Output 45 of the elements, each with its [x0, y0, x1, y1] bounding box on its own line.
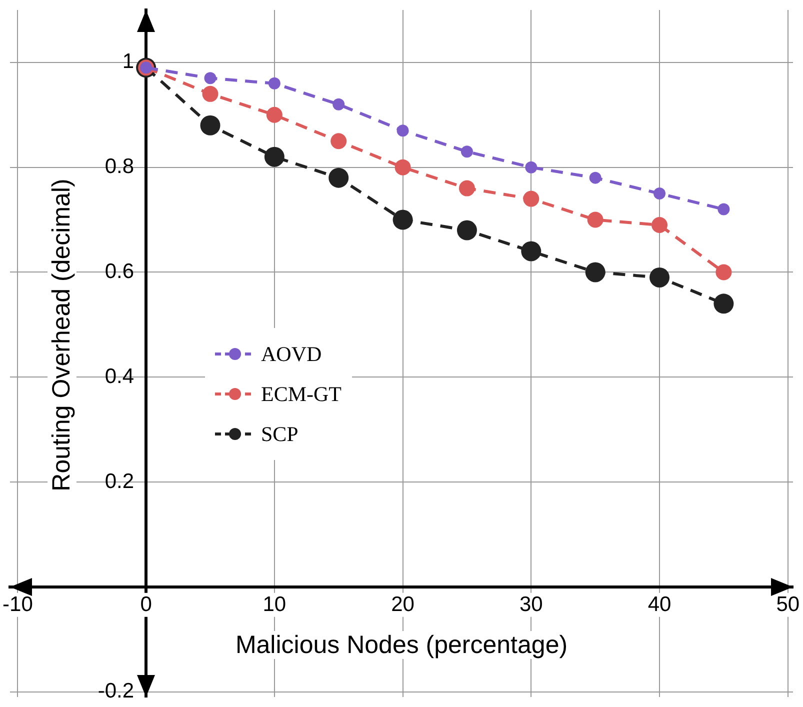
point — [523, 190, 540, 207]
point — [332, 98, 345, 110]
legend-label: AOVD — [261, 342, 322, 366]
point — [650, 267, 670, 288]
y-tick-label: 1 — [122, 50, 134, 74]
point — [585, 262, 606, 282]
point — [396, 124, 409, 137]
point — [330, 133, 347, 150]
point — [587, 212, 604, 228]
x-tick-label: 30 — [519, 593, 543, 616]
x-tick-label: 0 — [140, 593, 152, 616]
point — [460, 146, 473, 158]
point — [458, 180, 475, 196]
x-tick-label: -10 — [2, 593, 33, 616]
point — [652, 217, 668, 234]
point — [654, 188, 666, 200]
point — [525, 161, 538, 174]
point — [268, 77, 280, 90]
point — [328, 168, 349, 188]
point — [392, 210, 413, 230]
x-tick-label: 20 — [391, 593, 414, 616]
point — [204, 72, 216, 84]
point — [716, 264, 732, 280]
point — [714, 294, 734, 314]
x-tick-label: 40 — [648, 593, 672, 616]
y-tick-label: 0.4 — [104, 364, 134, 388]
y-axis-title: Routing Overhead (decimal) — [48, 178, 76, 492]
x-tick-label: 10 — [262, 593, 286, 616]
point — [266, 106, 282, 123]
legend-label: ECM-GT — [261, 382, 342, 406]
point — [456, 220, 477, 240]
y-tick-label: 0.6 — [104, 260, 134, 284]
point — [394, 159, 411, 176]
point — [521, 241, 542, 262]
point — [589, 172, 602, 184]
x-axis-title: Malicious Nodes (percentage) — [235, 631, 568, 659]
point — [718, 203, 730, 216]
y-tick-label: 0.2 — [104, 470, 134, 493]
y-tick-label: 0.8 — [104, 155, 134, 178]
point — [202, 86, 218, 102]
point — [264, 146, 284, 167]
point — [200, 115, 220, 136]
legend-label: SCP — [261, 422, 298, 446]
x-tick-label: 50 — [776, 593, 800, 616]
y-tick-label: -0.2 — [98, 680, 134, 703]
